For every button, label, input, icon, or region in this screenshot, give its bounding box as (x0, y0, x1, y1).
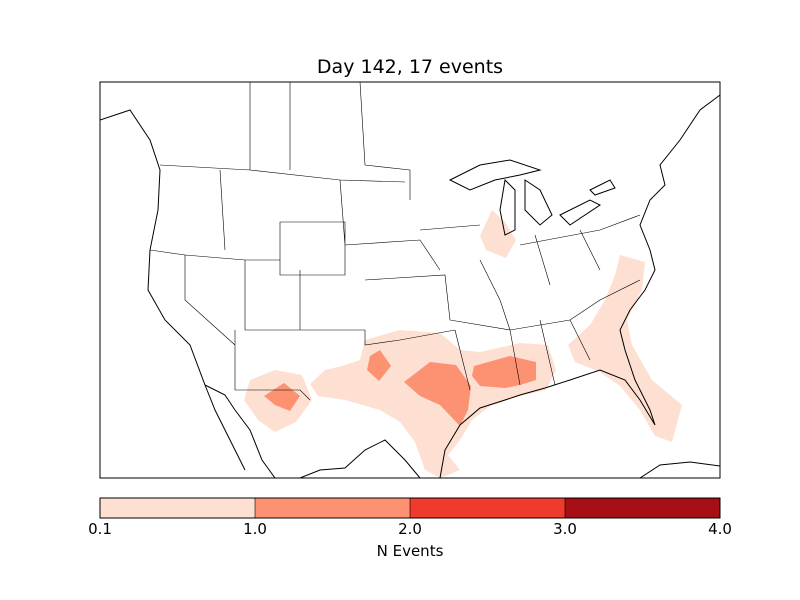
map-content (100, 82, 720, 478)
colorbar-segment (100, 498, 255, 518)
colorbar-tick-label: 2.0 (398, 520, 422, 538)
map-title: Day 142, 17 events (316, 56, 504, 78)
colorbar-frame (99, 497, 721, 519)
colorbar (99, 497, 721, 519)
us-coastline (100, 109, 276, 478)
map-frame (99, 81, 721, 479)
great-lakes (448, 159, 616, 236)
event-contour-level-1 (404, 362, 471, 426)
colorbar-segment (255, 498, 410, 518)
mexico-coast (204, 384, 720, 478)
colorbar-tick-label: 0.1 (88, 520, 112, 538)
colorbar-tick-label: 4.0 (708, 520, 732, 538)
colorbar-segment (565, 498, 720, 518)
event-contour-level-0 (480, 210, 516, 258)
colorbar-tick-label: 1.0 (243, 520, 267, 538)
coastlines (100, 94, 720, 478)
state-borders (149, 82, 641, 401)
colorbar-tick-label: 3.0 (553, 520, 577, 538)
colorbar-label: N Events (376, 542, 444, 560)
event-contour-level-1 (367, 350, 391, 381)
event-contour-level-1 (472, 356, 536, 388)
event-contour-level-0 (310, 330, 556, 478)
gulf-coastline (299, 94, 720, 478)
colorbar-segment (410, 498, 565, 518)
event-contours (244, 210, 682, 478)
